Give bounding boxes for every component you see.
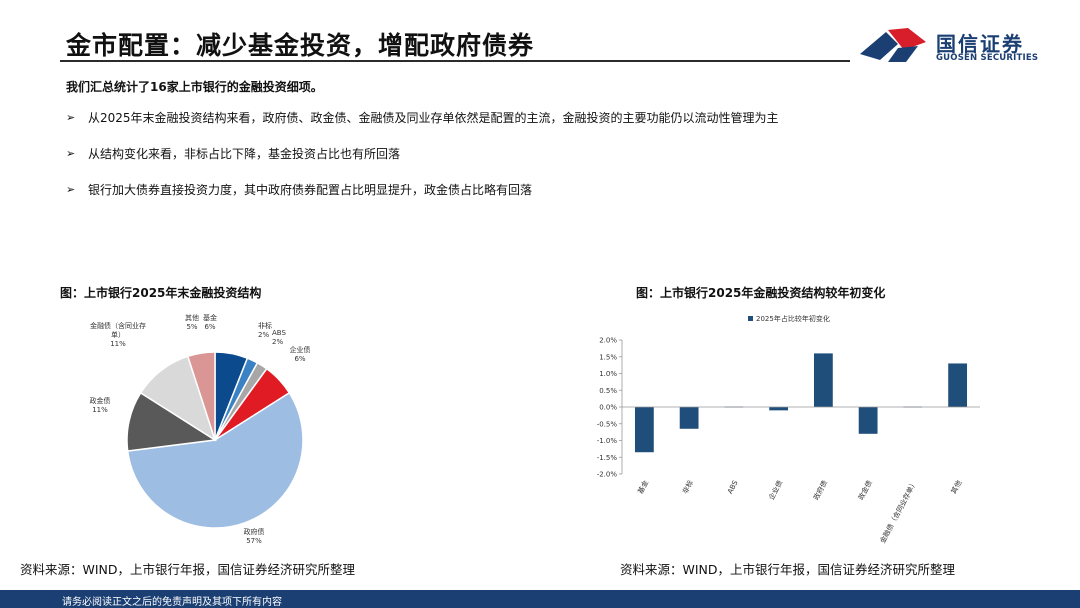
y-tick-label: -1.5% (597, 454, 618, 462)
legend-swatch (748, 316, 753, 321)
pie-label-7: 其他 5% (185, 313, 199, 331)
y-tick-label: 2.0% (599, 337, 617, 345)
x-tick-label-3: 企业债 (767, 479, 785, 502)
x-tick-label-7: 其他 (949, 479, 964, 496)
pie-slice-7 (186, 351, 216, 441)
bar-chart-caption: 图：上市银行2025年金融投资结构较年初变化 (636, 286, 886, 300)
x-tick-label-2: ABS (726, 479, 740, 496)
bullet-arrow-icon: ➢ (66, 147, 76, 160)
y-tick-label: 1.5% (599, 353, 617, 361)
pie-label-5: 政金债 11% (90, 396, 111, 414)
x-tick-label-4: 政府债 (811, 479, 829, 502)
bullet-text: 从结构变化来看，非标占比下降，基金投资占比也有所回落 (88, 147, 401, 161)
bar-5 (858, 407, 878, 434)
intro-text: 我们汇总统计了16家上市银行的金融投资细项。 (66, 80, 323, 94)
bullet-item: ➢ 从结构变化来看，非标占比下降，基金投资占比也有所回落 (66, 146, 779, 182)
bar-1 (679, 407, 699, 429)
bar-7 (948, 363, 968, 407)
legend-label: 2025年占比较年初变化 (756, 314, 830, 323)
pie-chart-caption: 图：上市银行2025年末金融投资结构 (60, 286, 262, 300)
y-tick-label: -2.0% (597, 471, 618, 479)
bar-0 (634, 407, 654, 453)
x-tick-label-1: 非标 (680, 479, 695, 496)
bullet-arrow-icon: ➢ (66, 183, 76, 196)
bullet-item: ➢ 银行加大债券直接投资力度，其中政府债券配置占比明显提升，政金债占比略有回落 (66, 182, 779, 218)
x-tick-label-0: 基金 (636, 479, 651, 496)
y-tick-label: 0.5% (599, 387, 617, 395)
y-tick-label: 1.0% (599, 370, 617, 378)
pie-label-1: 非标 2% (258, 321, 272, 339)
pie-label-0: 基金 6% (203, 313, 217, 331)
y-tick-label: 0.0% (599, 404, 617, 412)
y-tick-label: -0.5% (597, 420, 618, 428)
footer-disclaimer: 请务必阅读正文之后的免责声明及其项下所有内容 (62, 597, 282, 608)
company-logo: 国信证券 GUOSEN SECURITIES (858, 24, 1048, 66)
bullet-item: ➢ 从2025年末金融投资结构来看，政府债、政金债、金融债及同业存单依然是配置的… (66, 110, 779, 146)
title-divider (60, 60, 850, 62)
pie-label-3: 企业债 6% (290, 345, 311, 363)
pie-chart: 基金 6% 非标 2% ABS 2% 企业债 6% 政府债 57% 政金债 11% 金融债（含同业存单）… (90, 313, 311, 545)
bullet-text: 银行加大债券直接投资力度，其中政府债券配置占比明显提升，政金债占比略有回落 (88, 183, 533, 197)
footer-bar: 请务必阅读正文之后的免责声明及其项下所有内容 (0, 590, 1080, 608)
pie-label-6: 金融债（含同业存单） 11% (90, 321, 146, 348)
bar-chart: 2025年占比较年初变化 2.0% 1.5% 1.0% 0.5% 0.0% -0.5% -1.… (597, 314, 980, 545)
page-title: 金市配置：减少基金投资，增配政府债券 (66, 31, 535, 60)
x-tick-label-5: 政金债 (856, 479, 874, 502)
bullet-text: 从2025年末金融投资结构来看，政府债、政金债、金融债及同业存单依然是配置的主流… (88, 111, 779, 125)
source-note-left: 资料来源：WIND，上市银行年报，国信证券经济研究所整理 (20, 562, 356, 577)
logo-subtitle: GUOSEN SECURITIES (936, 53, 1039, 63)
bullet-arrow-icon: ➢ (66, 111, 76, 124)
pie-label-2: ABS 2% (272, 329, 286, 346)
logo-mark-icon (860, 28, 926, 62)
pie-label-4: 政府债 57% (244, 527, 265, 545)
bar-3 (769, 407, 789, 411)
y-tick-label: -1.0% (597, 437, 618, 445)
bullet-list: ➢ 从2025年末金融投资结构来看，政府债、政金债、金融债及同业存单依然是配置的… (66, 110, 779, 218)
source-note-right: 资料来源：WIND，上市银行年报，国信证券经济研究所整理 (620, 562, 956, 577)
pie-slice-4 (126, 391, 304, 529)
x-tick-label-6: 金融债（含同业存单） (878, 479, 919, 545)
bar-4 (813, 353, 833, 407)
logo-name: 国信证券 (936, 32, 1024, 56)
